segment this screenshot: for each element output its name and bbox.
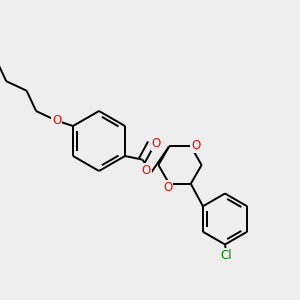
Text: O: O <box>163 182 172 194</box>
Text: Cl: Cl <box>220 249 232 262</box>
Text: O: O <box>152 136 161 150</box>
Text: O: O <box>141 164 151 177</box>
Text: O: O <box>191 139 200 152</box>
Text: O: O <box>52 114 61 127</box>
